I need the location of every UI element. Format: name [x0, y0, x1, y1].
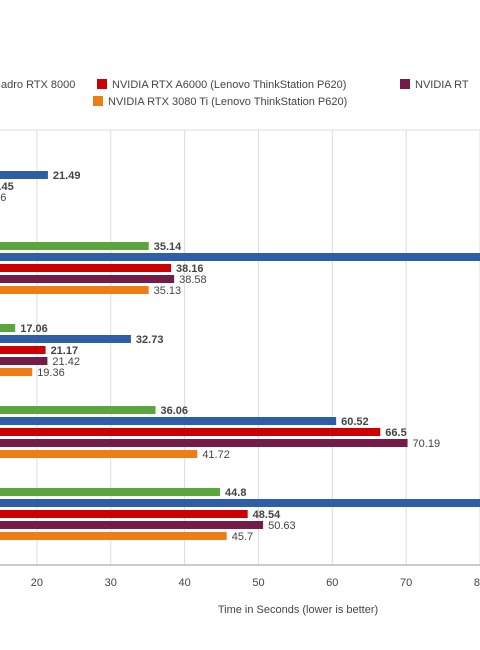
- value-label: 21.17: [51, 345, 79, 357]
- value-label: 48.54: [253, 509, 281, 521]
- bar: [0, 253, 480, 261]
- bar: [0, 439, 408, 447]
- bar: [0, 171, 48, 179]
- bar: [0, 335, 131, 343]
- legend-label: NVIDIA RT: [415, 79, 469, 91]
- x-axis-title: Time in Seconds (lower is better): [218, 604, 378, 616]
- bar: [0, 324, 16, 332]
- value-label: 44.8: [225, 487, 246, 499]
- value-label: 50.63: [268, 520, 296, 532]
- x-tick-label: 30: [105, 577, 117, 589]
- x-tick-label: 80: [474, 577, 480, 589]
- value-label: 35.13: [154, 285, 182, 297]
- legend-label: adro RTX 8000: [1, 79, 75, 91]
- x-tick-label: 50: [252, 577, 264, 589]
- x-tick-label: 60: [326, 577, 338, 589]
- value-label: 21.49: [53, 170, 81, 182]
- value-label: 32.73: [136, 334, 164, 346]
- value-label: 19.36: [37, 367, 65, 379]
- value-label: 17.06: [20, 323, 48, 335]
- x-tick-label: 40: [178, 577, 190, 589]
- value-label: 70.19: [413, 438, 441, 450]
- bar: [0, 510, 248, 518]
- value-label: 36.06: [161, 405, 189, 417]
- legend-swatch: [93, 96, 103, 106]
- value-label: 60.52: [341, 416, 369, 428]
- value-label: 12.45: [0, 181, 14, 193]
- bar: [0, 521, 264, 529]
- value-label: 21.42: [52, 356, 80, 368]
- value-label: 45.7: [232, 531, 253, 543]
- bar: [0, 417, 337, 425]
- bar: [0, 275, 175, 283]
- value-label: 35.14: [154, 241, 182, 253]
- bar: [0, 532, 227, 540]
- bar: [0, 346, 46, 354]
- x-tick-label: 20: [31, 577, 43, 589]
- value-label: 38.58: [179, 274, 207, 286]
- bar: [0, 264, 172, 272]
- bar: [0, 488, 221, 496]
- legend-label: NVIDIA RTX 3080 Ti (Lenovo ThinkStation …: [108, 96, 347, 108]
- value-label: 66.5: [385, 427, 406, 439]
- legend-swatch: [97, 79, 107, 89]
- value-label: 11.56: [0, 192, 6, 204]
- legend-swatch: [400, 79, 410, 89]
- bar: [0, 357, 48, 365]
- value-label: 41.72: [202, 449, 230, 461]
- legend-label: NVIDIA RTX A6000 (Lenovo ThinkStation P6…: [112, 79, 346, 91]
- bar: [0, 286, 149, 294]
- bar: [0, 428, 381, 436]
- bar: [0, 368, 33, 376]
- bar: [0, 499, 480, 507]
- value-label: 38.16: [176, 263, 204, 275]
- bar: [0, 450, 198, 458]
- x-tick-label: 70: [400, 577, 412, 589]
- bar: [0, 406, 156, 414]
- bar: [0, 242, 149, 250]
